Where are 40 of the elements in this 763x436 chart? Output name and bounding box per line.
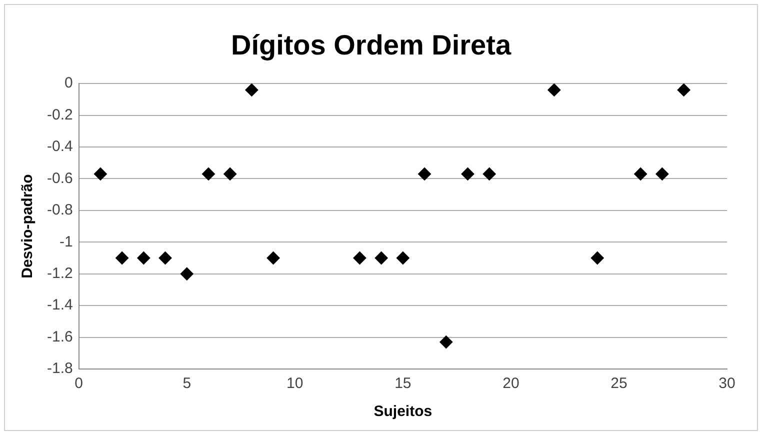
point [418, 167, 432, 180]
point [353, 252, 366, 265]
point [266, 252, 280, 265]
point [202, 167, 215, 180]
point [245, 84, 258, 96]
x-tick-label: 20 [502, 375, 520, 392]
point [94, 167, 107, 180]
point [440, 336, 453, 349]
point [548, 84, 561, 96]
point [461, 167, 474, 180]
y-axis-title: Desvio-padrão [19, 174, 36, 278]
x-tick-label: 5 [182, 375, 192, 392]
point [677, 84, 690, 96]
y-tick-label: -1 [60, 233, 73, 250]
point [180, 267, 194, 280]
y-tick-label: -1.2 [46, 265, 73, 282]
chart-title: Dígitos Ordem Direta [230, 30, 512, 61]
point [224, 167, 237, 180]
point [482, 167, 496, 180]
y-tick-label: -0.6 [46, 170, 73, 187]
y-tick-label: -0.2 [46, 106, 73, 124]
y-tick-label: -1.8 [46, 360, 73, 378]
x-tick-label: 30 [718, 375, 736, 392]
x-axis-title: Sujeitos [374, 403, 432, 420]
point [158, 252, 172, 265]
y-tick-label: 0 [64, 74, 73, 92]
point [137, 252, 150, 265]
point [116, 252, 129, 265]
y-tick-label: -0.4 [46, 138, 73, 156]
y-tick-label: -0.8 [46, 202, 73, 219]
point [656, 167, 669, 180]
point [634, 167, 648, 180]
x-tick-label: 10 [286, 375, 304, 392]
x-tick-label: 15 [394, 375, 412, 392]
point [590, 252, 604, 265]
y-tick-label: -1.6 [46, 328, 73, 346]
point [374, 252, 388, 265]
point [396, 252, 410, 265]
y-tick-label: -1.4 [46, 296, 73, 314]
x-tick-label: 25 [610, 375, 628, 392]
